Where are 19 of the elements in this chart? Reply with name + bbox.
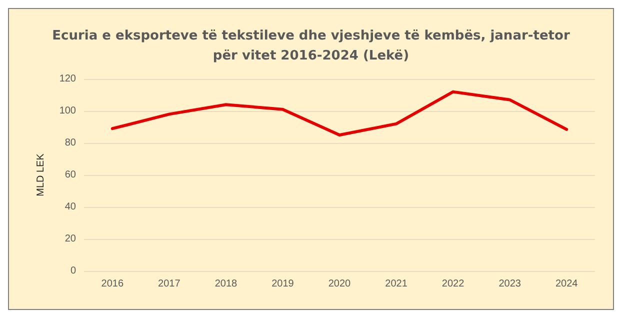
y-tick-label: 100 [59,106,76,116]
y-tick-label: 40 [64,202,76,212]
x-tick-label: 2024 [555,278,578,290]
line-series [110,90,568,136]
x-tick-label: 2019 [272,278,294,290]
x-tick-label: 2018 [214,278,238,290]
x-tick-label: 2022 [442,278,465,290]
y-tick-label: 120 [59,74,76,84]
chart-title: Ecuria e eksporteve të tekstileve dhe vjeshjeve të kembës, janar-tetor për vitet 2016-2024 (Lekë) [52,28,570,64]
y-tick-label: 20 [64,234,76,244]
x-tick-label: 2020 [328,278,352,290]
y-tick-label: 0 [70,266,76,276]
x-tick-label: 2021 [385,278,408,290]
x-tick-label: 2023 [498,278,522,290]
y-tick-label: 80 [64,138,76,148]
x-tick-label: 2017 [158,278,181,290]
y-tick-label: 60 [64,170,76,180]
y-axis-title: MLD LEK [36,153,46,196]
x-tick-label: 2016 [101,278,124,290]
